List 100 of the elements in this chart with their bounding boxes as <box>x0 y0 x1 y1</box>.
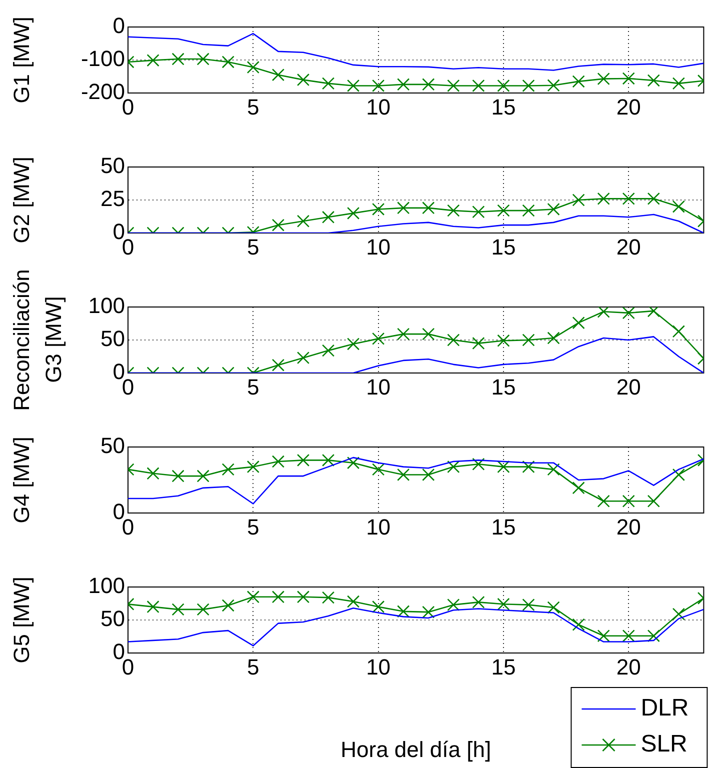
point <box>672 325 685 338</box>
point <box>622 72 635 85</box>
x-tick-label: 20 <box>616 514 641 540</box>
point <box>172 603 184 616</box>
point <box>397 78 410 91</box>
point <box>547 79 560 92</box>
point <box>572 316 585 330</box>
point <box>597 494 610 508</box>
point <box>422 468 435 482</box>
point <box>472 79 485 92</box>
point <box>672 608 685 620</box>
y-tick-label: -100 <box>80 46 125 72</box>
point <box>372 600 385 614</box>
point <box>472 596 485 608</box>
point <box>322 591 335 604</box>
y-tick-label: 100 <box>88 293 125 318</box>
point <box>322 77 335 90</box>
point <box>397 468 410 482</box>
y-tick-label: 100 <box>88 573 125 598</box>
point <box>296 73 310 86</box>
x-tick-label: 5 <box>247 94 260 120</box>
point <box>322 454 335 467</box>
point <box>547 601 560 614</box>
point <box>246 590 260 604</box>
point <box>497 79 510 92</box>
point <box>196 52 210 66</box>
point <box>172 470 184 482</box>
x-axis-title: Hora del día [h] <box>340 736 492 762</box>
x-tick-label: 10 <box>366 654 391 680</box>
point <box>522 598 535 612</box>
point <box>647 494 660 508</box>
point <box>547 463 560 476</box>
point <box>372 463 385 476</box>
x-tick-label: 5 <box>247 374 260 400</box>
legend-label: SLR <box>640 730 688 758</box>
point <box>497 334 510 347</box>
point <box>647 74 660 87</box>
point <box>372 79 385 92</box>
point <box>522 79 535 92</box>
point <box>622 307 635 320</box>
y-tick-label: 25 <box>100 186 125 212</box>
point <box>597 630 610 642</box>
point <box>346 595 360 608</box>
point <box>622 630 635 642</box>
point <box>146 467 160 480</box>
y-axis-title: G1 [MW] <box>8 16 35 104</box>
point <box>346 338 360 350</box>
point <box>572 75 585 88</box>
point <box>346 79 360 92</box>
point <box>272 455 284 468</box>
point <box>572 482 585 494</box>
point <box>372 332 385 345</box>
x-tick-label: 20 <box>616 654 641 680</box>
point <box>397 605 410 618</box>
point <box>647 307 660 318</box>
point <box>447 334 460 346</box>
point <box>222 56 234 68</box>
point <box>447 460 460 474</box>
x-tick-label: 15 <box>491 374 516 400</box>
point <box>172 52 184 66</box>
x-tick-label: 5 <box>247 654 260 680</box>
x-tick-label: 10 <box>366 514 391 540</box>
point <box>472 336 485 350</box>
point <box>146 600 160 614</box>
y-axis-title: Reconciliación G3 [MW] <box>8 269 67 411</box>
point <box>647 630 660 642</box>
point <box>272 68 284 82</box>
x-tick-label: 10 <box>366 374 391 400</box>
point <box>597 307 610 318</box>
point <box>597 72 610 86</box>
x-tick-label: 5 <box>247 514 260 540</box>
point <box>422 78 435 91</box>
point <box>346 456 360 470</box>
y-axis-title: G5 [MW] <box>8 576 35 664</box>
point <box>422 328 435 340</box>
x-tick-label: 20 <box>616 234 641 260</box>
point <box>272 590 284 604</box>
point <box>296 590 310 604</box>
point <box>672 77 685 90</box>
y-axis-title: G4 [MW] <box>8 436 35 524</box>
y-tick-label: 50 <box>100 326 125 352</box>
point <box>222 599 234 612</box>
y-tick-label: 50 <box>100 433 125 458</box>
point <box>522 334 535 346</box>
x-tick-label: 5 <box>247 234 260 260</box>
point <box>222 463 234 476</box>
point <box>196 470 210 482</box>
x-tick-label: 15 <box>491 234 516 260</box>
point <box>447 79 460 92</box>
y-tick-label: 50 <box>100 153 125 178</box>
point <box>322 344 335 357</box>
point <box>296 454 310 467</box>
x-tick-label: 15 <box>491 514 516 540</box>
point <box>246 60 260 74</box>
point <box>622 494 635 508</box>
point <box>522 460 535 474</box>
x-tick-label: 20 <box>616 94 641 120</box>
x-tick-label: 10 <box>366 94 391 120</box>
point <box>547 332 560 344</box>
x-tick-label: 20 <box>616 374 641 400</box>
